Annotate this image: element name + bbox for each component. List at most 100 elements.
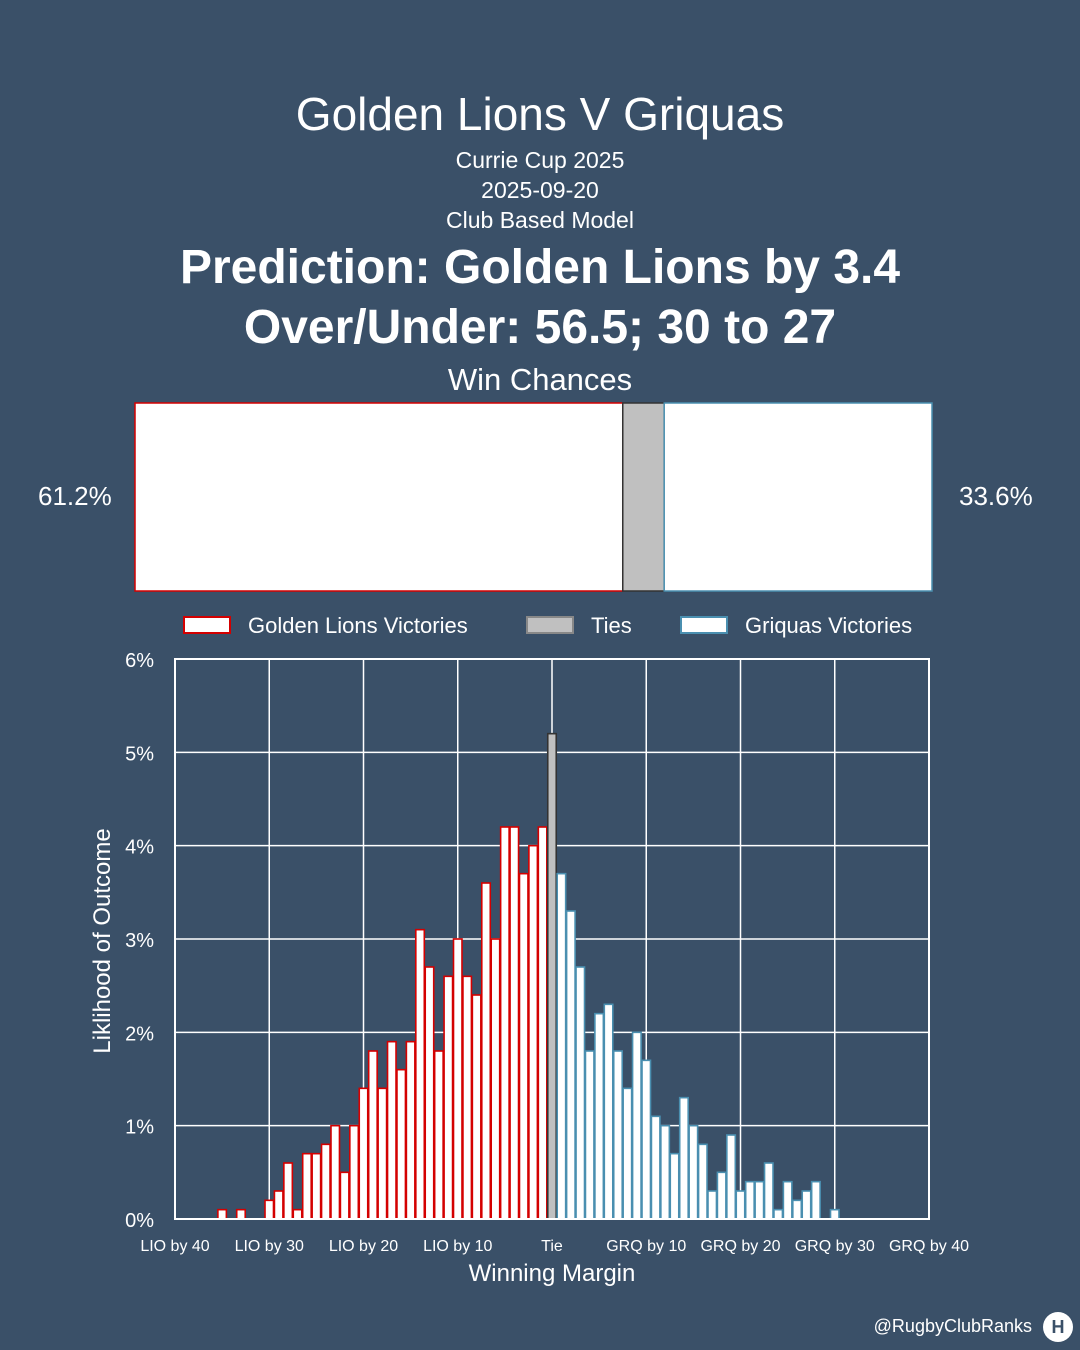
bar-away [575, 966, 586, 1220]
bar-away [792, 1199, 803, 1220]
bar-home [490, 938, 501, 1220]
legend-away-swatch [680, 616, 728, 634]
y-tick-label: 2% [125, 1023, 154, 1045]
y-tick-label: 6% [125, 650, 154, 672]
bar-away [584, 1050, 595, 1220]
histogram-bars [217, 732, 840, 1220]
bar-home [367, 1050, 378, 1220]
x-tick-label: LIO by 20 [329, 1238, 398, 1255]
bar-home [283, 1162, 294, 1220]
twitter-handle: @RugbyClubRanks [873, 1316, 1032, 1336]
bar-away [801, 1190, 812, 1220]
bar-away [603, 1003, 614, 1220]
bar-away [565, 910, 576, 1220]
bar-home [471, 994, 482, 1220]
legend-away-label: Griquas Victories [745, 613, 912, 638]
bar-away [735, 1190, 746, 1220]
bar-home [339, 1171, 350, 1220]
x-tick-label: GRQ by 10 [606, 1238, 686, 1255]
win-chances-title: Win Chances [447, 362, 633, 397]
bar-tie [546, 732, 558, 1220]
legend-tie-swatch [526, 616, 574, 634]
bar-home [217, 1208, 228, 1220]
bar-home [377, 1087, 388, 1220]
bar-home [405, 1040, 416, 1220]
bar-home [358, 1087, 369, 1220]
bar-away [631, 1031, 642, 1220]
brand-logo-icon: H [1043, 1312, 1073, 1342]
legend-home-label: Golden Lions Victories [248, 613, 468, 638]
bar-away [622, 1087, 633, 1220]
bar-away [744, 1180, 755, 1220]
bar-home [433, 1050, 444, 1220]
y-tick-label: 3% [125, 930, 154, 952]
bar-home [443, 975, 454, 1220]
bar-away [594, 1012, 605, 1220]
x-tick-label: Tie [541, 1238, 563, 1255]
legend-home-swatch [183, 616, 231, 634]
home-win-segment [134, 402, 624, 592]
bar-home [235, 1208, 247, 1220]
bar-away [829, 1208, 840, 1220]
bar-home [330, 1124, 341, 1220]
bar-away [669, 1152, 680, 1220]
away-win-segment [663, 402, 933, 592]
bar-away [697, 1143, 708, 1220]
x-tick-label: GRQ by 40 [889, 1238, 969, 1255]
match-title: Golden Lions V Griquas [295, 88, 785, 140]
match-date: 2025-09-20 [481, 177, 599, 203]
bar-home [462, 975, 473, 1220]
bar-away [763, 1162, 774, 1220]
bar-home [264, 1199, 275, 1220]
model-label: Club Based Model [446, 207, 634, 233]
bar-away [556, 872, 567, 1220]
bar-away [641, 1059, 652, 1220]
bar-home [311, 1152, 322, 1220]
bar-home [452, 938, 463, 1220]
home-win-percent: 61.2% [38, 481, 112, 511]
bar-home [386, 1040, 397, 1220]
bar-away [707, 1190, 718, 1220]
bar-home [415, 928, 426, 1220]
bar-away [650, 1115, 661, 1220]
bar-home [396, 1068, 407, 1220]
bar-away [726, 1134, 737, 1220]
away-win-percent: 33.6% [959, 481, 1033, 511]
bar-away [782, 1180, 793, 1220]
tie-segment [622, 402, 665, 592]
bar-home [528, 844, 539, 1220]
prediction-text: Prediction: Golden Lions by 3.4 [179, 241, 901, 294]
bar-home [320, 1143, 331, 1220]
y-axis-label: Liklihood of Outcome [89, 828, 116, 1053]
x-tick-label: LIO by 30 [235, 1238, 304, 1255]
bar-home [301, 1152, 312, 1220]
bar-home [499, 826, 510, 1220]
chart-axes: 0% 1% 2% 3% 4% 5% 6% LIO by 40 LIO by 30 LIO by 2… [89, 650, 969, 1287]
x-tick-label: GRQ by 20 [700, 1238, 780, 1255]
bar-home [509, 826, 520, 1220]
x-tick-label: LIO by 40 [140, 1238, 209, 1255]
bar-away [688, 1124, 699, 1220]
bar-home [518, 872, 529, 1220]
bar-away [773, 1208, 784, 1220]
plot-frame [174, 658, 930, 1220]
bar-home [537, 826, 548, 1220]
bar-away [754, 1180, 765, 1220]
bar-away [810, 1180, 821, 1220]
bar-away [660, 1124, 671, 1220]
competition-label: Currie Cup 2025 [455, 147, 625, 173]
over-under-text: Over/Under: 56.5; 30 to 27 [243, 301, 837, 354]
bar-home [273, 1190, 284, 1220]
y-tick-label: 5% [125, 743, 154, 765]
x-tick-label: LIO by 10 [423, 1238, 492, 1255]
x-axis-label: Winning Margin [469, 1260, 636, 1287]
y-tick-label: 0% [125, 1210, 154, 1232]
bar-away [612, 1050, 624, 1220]
bar-away [716, 1171, 727, 1220]
bar-home [424, 966, 435, 1220]
legend: Golden Lions Victories Ties Griquas Victor… [183, 613, 912, 638]
legend-tie-label: Ties [591, 613, 632, 638]
x-tick-label: GRQ by 30 [795, 1238, 875, 1255]
bar-home [292, 1208, 303, 1220]
